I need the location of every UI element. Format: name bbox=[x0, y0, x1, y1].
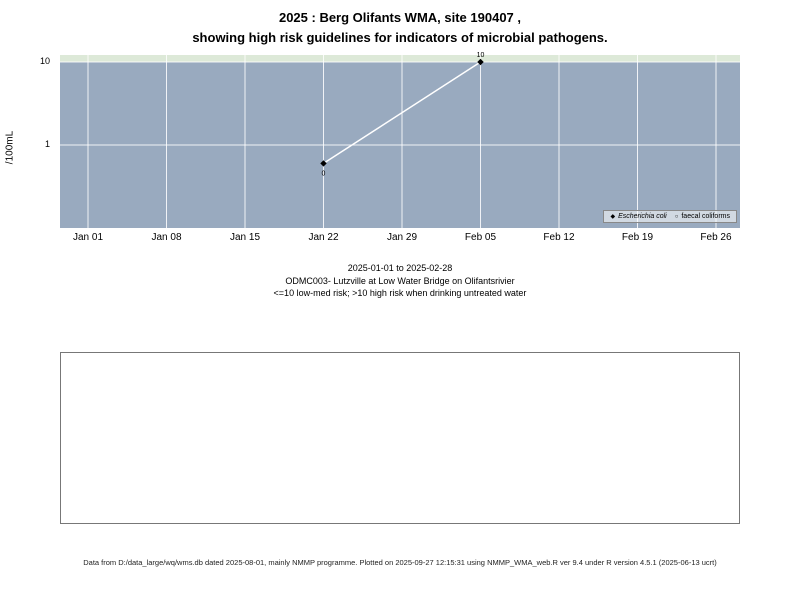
y-axis-label: /100mL bbox=[4, 130, 16, 165]
data-point-label: 0 bbox=[322, 170, 326, 177]
x-tick-label: Jan 08 bbox=[151, 232, 182, 243]
plot-area-svg: 0 10 bbox=[60, 52, 740, 228]
x-tick-label: Feb 19 bbox=[621, 232, 654, 243]
x-tick-label: Jan 01 bbox=[72, 232, 104, 243]
chart-captions: 2025-01-01 to 2025-02-28 ODMC003- Lutzvi… bbox=[0, 262, 800, 300]
empty-plot-box bbox=[60, 352, 740, 524]
x-tick-label: Feb 12 bbox=[543, 232, 575, 243]
risk-guideline-band bbox=[60, 55, 740, 62]
caption-site: ODMC003- Lutzville at Low Water Bridge o… bbox=[285, 275, 515, 286]
legend: ◆ Escherichia coli ○ faecal coliforms bbox=[603, 210, 737, 223]
x-axis-ticks: Jan 01 Jan 08 Jan 15 Jan 22 Jan 29 Feb 05 Feb … bbox=[60, 232, 740, 246]
diamond-marker-icon: ◆ bbox=[610, 213, 616, 220]
plot-panel-background bbox=[60, 55, 740, 228]
chart-title: 2025 : Berg Olifants WMA, site 190407 , … bbox=[0, 8, 800, 48]
data-point-diamond-icon bbox=[477, 58, 484, 66]
legend-item-faecal-coliforms: ○ faecal coliforms bbox=[675, 213, 730, 220]
data-point-diamond-icon bbox=[320, 160, 327, 167]
x-tick-label: Feb 26 bbox=[700, 232, 732, 243]
chart-title-line1: 2025 : Berg Olifants WMA, site 190407 , bbox=[278, 10, 522, 25]
chart-title-line2: showing high risk guidelines for indicat… bbox=[192, 30, 608, 45]
legend-item-escherichia-coli: ◆ Escherichia coli bbox=[610, 213, 666, 220]
legend-label-faecal-coliforms: faecal coliforms bbox=[681, 213, 730, 220]
x-tick-label: Jan 15 bbox=[229, 232, 261, 243]
footer-text: Data from D:/data_large/wq/wms.db dated … bbox=[83, 558, 717, 567]
plot-panel: 0 10 ◆ Escherichia coli ○ faecal coliform… bbox=[60, 52, 740, 228]
data-point-label: 10 bbox=[477, 52, 485, 59]
y-axis-ticks: 10 1 bbox=[28, 55, 54, 228]
legend-label-escherichia-coli: Escherichia coli bbox=[618, 213, 667, 220]
caption-risk-note: <=10 low-med risk; >10 high risk when dr… bbox=[273, 288, 527, 298]
x-tick-label: Feb 05 bbox=[464, 232, 497, 243]
y-tick-label: 1 bbox=[44, 139, 50, 149]
circle-marker-icon: ○ bbox=[674, 213, 679, 220]
x-tick-label: Jan 29 bbox=[386, 232, 418, 243]
series-line bbox=[323, 61, 481, 165]
x-tick-label: Jan 22 bbox=[308, 232, 339, 243]
caption-date-range: 2025-01-01 to 2025-02-28 bbox=[347, 263, 453, 273]
y-tick-label: 10 bbox=[39, 56, 50, 66]
